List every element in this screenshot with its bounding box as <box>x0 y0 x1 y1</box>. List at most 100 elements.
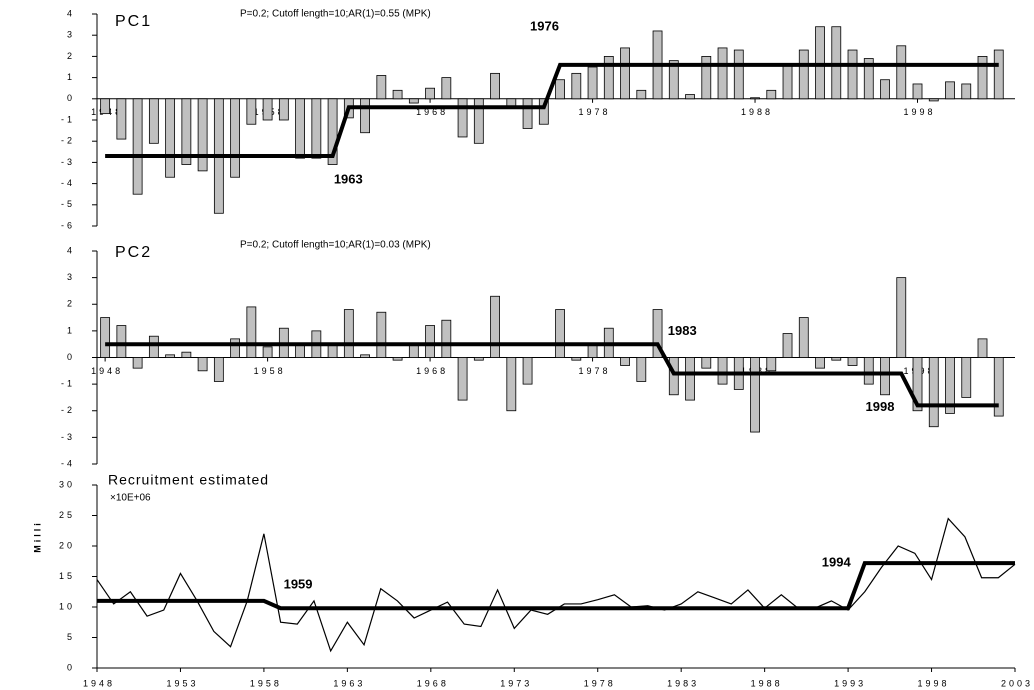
panel-subtitle: P=0.2; Cutoff length=10;AR(1)=0.03 (MPK) <box>240 240 431 251</box>
panel-title: PC1 <box>115 13 152 30</box>
bar <box>343 309 354 358</box>
bar <box>522 357 533 385</box>
data-line <box>96 517 1016 653</box>
regime-line <box>97 561 1015 611</box>
x-tick-label: 1963 <box>333 678 365 688</box>
bar <box>685 357 695 401</box>
bar <box>555 79 565 100</box>
bar <box>701 56 712 100</box>
bar <box>815 357 825 369</box>
bar <box>685 94 695 100</box>
y-tick-label: -1 <box>61 379 75 389</box>
y-tick-label: -2 <box>61 136 75 146</box>
y-tick-label: 15 <box>59 571 75 581</box>
bar <box>100 317 111 358</box>
bar <box>993 357 1004 417</box>
bar <box>961 83 972 100</box>
bar <box>571 357 582 361</box>
bar <box>116 325 127 358</box>
bar <box>945 357 955 414</box>
bar <box>148 335 159 358</box>
bar <box>896 45 907 100</box>
bar <box>928 98 939 102</box>
bar <box>880 357 890 396</box>
bar <box>766 89 777 100</box>
y-tick-label: -6 <box>61 220 75 230</box>
bar <box>408 98 419 104</box>
panel-title: Recruitment estimated <box>108 472 269 488</box>
y-tick-label: 2 <box>67 51 75 61</box>
panel-subtitle: P=0.2; Cutoff length=10;AR(1)=0.55 (MPK) <box>240 9 431 20</box>
bar <box>376 311 387 358</box>
bar <box>636 89 647 100</box>
bar <box>132 357 143 369</box>
bar <box>782 333 793 358</box>
y-tick-label: 25 <box>59 510 75 520</box>
bar <box>717 357 728 385</box>
y-tick-label: -5 <box>61 199 75 209</box>
bar <box>473 98 484 144</box>
regime-line <box>105 62 999 159</box>
bar <box>636 357 647 382</box>
bar <box>165 354 176 358</box>
x-tick-label: 1978 <box>579 366 611 376</box>
bar <box>441 77 452 100</box>
bar <box>782 64 793 100</box>
y-tick-label: 4 <box>67 8 75 18</box>
bar <box>555 309 565 358</box>
bar <box>165 98 176 178</box>
bar <box>181 98 192 165</box>
y-tick-label: 2 <box>67 299 75 309</box>
bar <box>831 357 842 361</box>
bar <box>831 26 842 100</box>
y-tick-label: 3 <box>67 272 75 282</box>
bar <box>620 47 630 100</box>
x-tick-label: 2003 <box>1001 678 1033 688</box>
bar <box>652 309 663 358</box>
y-tick-label: 1 <box>67 325 75 335</box>
panel-title: PC2 <box>115 244 152 261</box>
bar <box>490 72 500 100</box>
bar <box>668 357 679 396</box>
x-tick-label: 1948 <box>83 678 115 688</box>
bar <box>928 357 939 428</box>
x-tick-label: 1983 <box>667 678 699 688</box>
bar <box>376 75 387 100</box>
x-tick-label: 1958 <box>254 366 286 376</box>
x-tick-label: 1993 <box>834 678 866 688</box>
y-tick-label: 0 <box>67 352 75 362</box>
bar <box>896 277 907 358</box>
bar <box>571 72 582 100</box>
bar <box>977 56 988 100</box>
bar <box>620 357 630 366</box>
bar <box>230 98 241 178</box>
x-tick-label: 1968 <box>417 678 449 688</box>
bar <box>506 357 517 412</box>
x-tick-label: 1988 <box>741 107 773 117</box>
x-tick-label: 1968 <box>416 366 448 376</box>
bar <box>230 338 241 358</box>
x-tick-label: 1973 <box>500 678 532 688</box>
y-tick-label: 20 <box>59 540 75 550</box>
bar <box>392 89 403 100</box>
bar <box>863 357 874 385</box>
bar <box>603 56 614 100</box>
bar <box>490 295 500 358</box>
x-tick-label: 1988 <box>751 678 783 688</box>
bar <box>197 357 208 372</box>
shift-year-label: 1994 <box>822 555 852 570</box>
bar <box>880 79 890 100</box>
x-tick-label: 1998 <box>903 107 935 117</box>
shift-year-label: 1976 <box>530 18 559 33</box>
bar <box>587 66 598 100</box>
bar <box>360 354 370 358</box>
bar <box>945 81 955 100</box>
y-tick-label: 10 <box>59 601 75 611</box>
bar <box>425 87 435 100</box>
bar <box>847 49 858 100</box>
bar <box>733 49 744 100</box>
y-tick-label: 4 <box>67 245 75 255</box>
bar <box>522 98 533 129</box>
x-tick-label: 1958 <box>250 678 282 688</box>
